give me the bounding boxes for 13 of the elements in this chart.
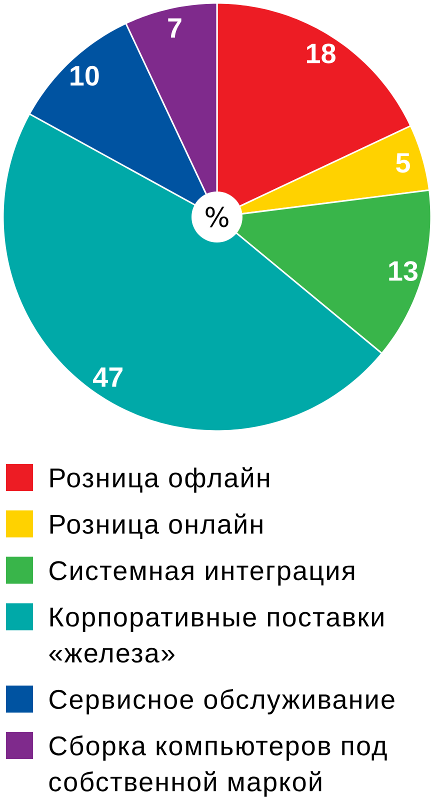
legend-label: Системная интеграция: [50, 561, 354, 586]
data-label: 47: [92, 368, 122, 387]
data-label: 5: [396, 153, 410, 173]
legend-label: Розница онлайн: [50, 514, 262, 539]
legend-label: Розница офлайн: [50, 467, 269, 493]
text: %: [206, 206, 228, 228]
data-label: 13: [389, 261, 418, 281]
data-label: 10: [70, 66, 99, 86]
data-label: 7: [168, 18, 182, 38]
data-label: 18: [306, 44, 336, 64]
legend-label: Корпоративные поставки «железа»: [49, 608, 384, 663]
legend-label: Сервисное обслуживание: [50, 688, 394, 714]
legend-label: Сборка компьютеров под собственной маркой: [49, 735, 387, 797]
